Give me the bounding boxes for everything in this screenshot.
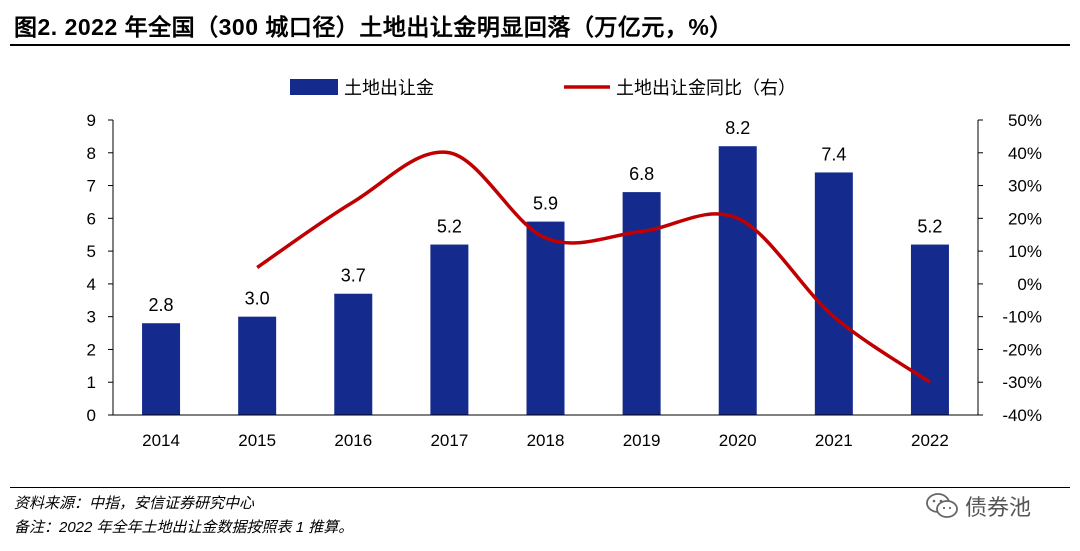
source-text: 资料来源：中指，安信证券研究中心: [14, 495, 255, 512]
x-tick-label: 2021: [815, 431, 853, 450]
x-tick-label: 2022: [911, 431, 949, 450]
x-tick-label: 2020: [719, 431, 757, 450]
left-tick-label: 7: [87, 177, 96, 196]
yoy-line: [256, 150, 931, 384]
bar-label-2016: 3.7: [341, 266, 366, 286]
left-tick-label: 3: [87, 308, 96, 327]
left-tick-label: 9: [87, 111, 96, 130]
footer-rule: [10, 487, 1070, 488]
left-tick-label: 0: [87, 406, 96, 425]
x-tick-label: 2014: [142, 431, 180, 450]
right-tick-label: -10%: [1002, 308, 1042, 327]
right-tick-label: 50%: [1008, 111, 1042, 130]
left-tick-label: 8: [87, 144, 96, 163]
x-tick-label: 2017: [430, 431, 468, 450]
chat-bubble-icon: [926, 493, 958, 518]
bar-2017: [430, 244, 469, 415]
bar-label-2018: 5.9: [533, 194, 558, 214]
right-tick-label: 40%: [1008, 144, 1042, 163]
chart: 2.8 3.0 3.7 5.2 5.9 6.8 8.2 7.4 5.2 0 1 2 3 4 5 6 7 8 9 -4…: [87, 78, 1042, 450]
bar-series: [142, 146, 949, 415]
bar-label-2014: 2.8: [149, 295, 174, 315]
bar-2018: [526, 221, 565, 415]
legend-line-label: 土地出让金同比（右）: [616, 78, 796, 98]
right-tick-label: 10%: [1008, 242, 1042, 261]
figure-title: 图2. 2022 年全国（300 城口径）土地出让金明显回落（万亿元，%）: [14, 14, 733, 40]
right-tick-label: 30%: [1008, 177, 1042, 196]
watermark-text: 债券池: [965, 495, 1032, 520]
right-tick-label: -20%: [1002, 340, 1042, 359]
bar-label-2015: 3.0: [245, 289, 270, 309]
bar-labels: 2.8 3.0 3.7 5.2 5.9 6.8 8.2 7.4 5.2: [149, 118, 943, 315]
axes: 0 1 2 3 4 5 6 7 8 9 -40% -30% -20% -10% 0% 10% 20% 30% 40%…: [87, 111, 1042, 450]
bar-2019: [622, 192, 661, 415]
bar-2014: [142, 323, 181, 415]
x-tick-label: 2019: [623, 431, 661, 450]
bar-2021: [814, 172, 853, 415]
right-tick-label: -40%: [1002, 406, 1042, 425]
bar-label-2020: 8.2: [725, 118, 750, 138]
left-tick-label: 1: [87, 373, 96, 392]
bar-2016: [334, 293, 373, 415]
bar-label-2021: 7.4: [821, 144, 846, 164]
bar-2020: [718, 146, 757, 415]
bar-label-2019: 6.8: [629, 164, 654, 184]
x-tick-label: 2018: [527, 431, 565, 450]
legend-bar-label: 土地出让金: [344, 78, 434, 98]
right-tick-label: 20%: [1008, 209, 1042, 228]
legend: 土地出让金 土地出让金同比（右）: [290, 78, 796, 98]
legend-bar-swatch: [290, 79, 338, 95]
right-tick-label: -30%: [1002, 373, 1042, 392]
title-rule: [10, 44, 1070, 46]
bar-2022: [910, 244, 949, 415]
x-tick-label: 2015: [238, 431, 276, 450]
watermark: 债券池: [925, 489, 1055, 523]
bar-label-2017: 5.2: [437, 217, 462, 237]
x-tick-label: 2016: [334, 431, 372, 450]
left-tick-label: 5: [87, 242, 96, 261]
left-tick-label: 6: [87, 209, 96, 228]
left-tick-label: 2: [87, 340, 96, 359]
right-tick-label: 0%: [1017, 275, 1042, 294]
left-tick-label: 4: [87, 275, 96, 294]
bar-label-2022: 5.2: [917, 217, 942, 237]
bar-2015: [238, 316, 277, 415]
note-text: 备注：2022 年全年土地出让金数据按照表 1 推算。: [14, 519, 354, 536]
